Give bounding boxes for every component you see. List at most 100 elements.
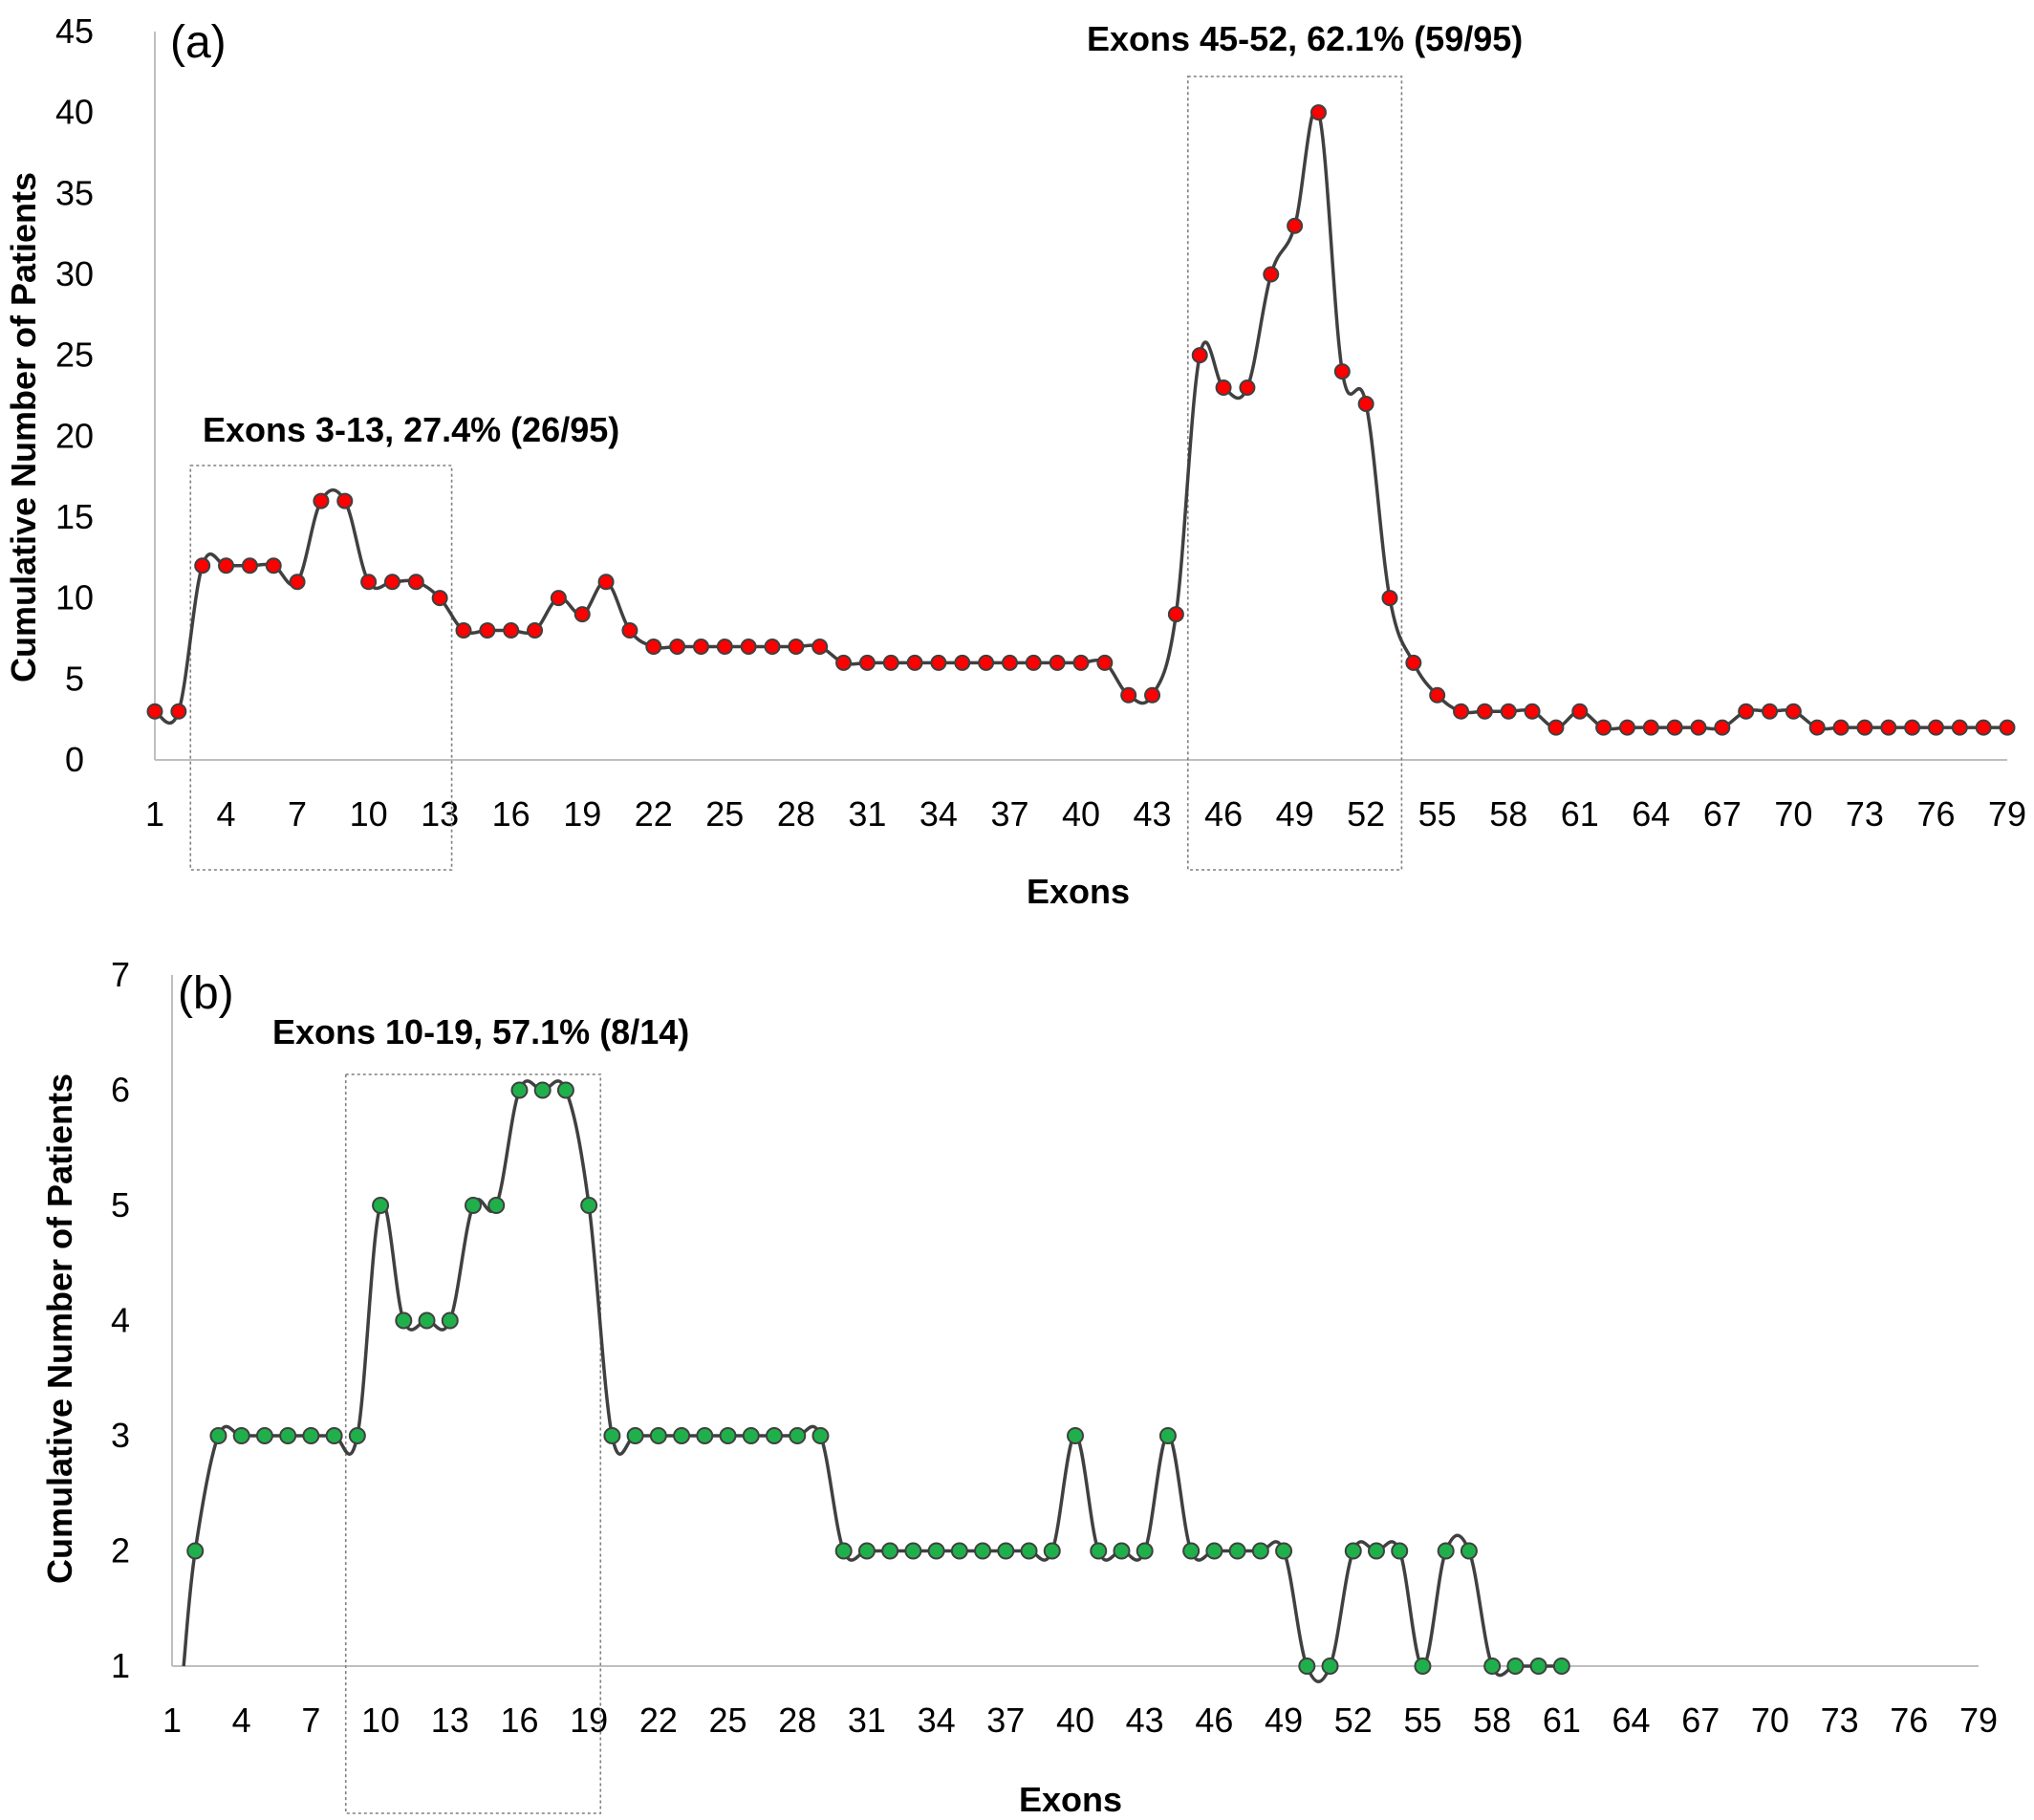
data-point (1239, 379, 1256, 397)
panel-a-annotation-exons-45-52: Exons 45-52, 62.1% (59/95) (1087, 19, 1523, 58)
x-tick-label: 34 (920, 794, 958, 834)
y-tick-label: 10 (55, 578, 94, 618)
y-tick-label: 25 (55, 336, 94, 375)
y-tick-label: 15 (55, 497, 94, 536)
data-point (1263, 266, 1280, 283)
x-tick-label: 52 (1347, 794, 1385, 834)
data-point (1191, 347, 1208, 364)
x-tick-label: 67 (1681, 1701, 1720, 1740)
data-point (1880, 719, 1897, 736)
data-point (1506, 1658, 1525, 1675)
data-point (348, 1427, 366, 1444)
x-tick-label: 49 (1276, 794, 1314, 834)
panel-a-highlight-boxes (189, 76, 1403, 871)
x-tick-label: 73 (1821, 1701, 1859, 1740)
y-tick-label: 6 (111, 1071, 130, 1110)
data-point (1483, 1658, 1502, 1675)
y-tick-label: 5 (65, 659, 84, 698)
data-point (645, 638, 662, 655)
data-point (882, 654, 899, 671)
panel-b-y-tick-labels: 1 2 3 4 5 6 7 (111, 955, 130, 1685)
data-point (1251, 1542, 1269, 1560)
data-point (1298, 1658, 1316, 1675)
highlight-box (1187, 76, 1403, 871)
data-point (788, 638, 805, 655)
data-point (1391, 1542, 1409, 1560)
data-point (1500, 703, 1517, 720)
data-point (1808, 719, 1826, 736)
x-tick-label: 28 (777, 794, 815, 834)
data-point (1595, 719, 1612, 736)
x-tick-label: 7 (301, 1701, 320, 1740)
x-tick-label: 55 (1418, 794, 1457, 834)
data-point (1714, 719, 1731, 736)
data-point (1460, 1542, 1478, 1560)
data-point (811, 1427, 830, 1444)
data-point (1321, 1658, 1339, 1675)
data-point (1529, 1658, 1547, 1675)
x-tick-label: 46 (1204, 794, 1243, 834)
x-tick-label: 28 (778, 1701, 816, 1740)
panel-b-data-points (186, 1081, 1570, 1675)
x-tick-label: 64 (1632, 794, 1670, 834)
data-point (1762, 703, 1779, 720)
data-point (556, 1081, 574, 1099)
x-tick-label: 61 (1543, 1701, 1581, 1740)
x-tick-label: 16 (492, 794, 530, 834)
data-point (232, 1427, 250, 1444)
data-point (764, 638, 781, 655)
x-tick-label: 13 (431, 1701, 469, 1740)
data-point (1144, 686, 1161, 704)
data-point (441, 1311, 459, 1330)
x-tick-label: 76 (1916, 794, 1955, 834)
data-point (1090, 1542, 1108, 1560)
x-tick-label: 16 (500, 1701, 538, 1740)
x-tick-label: 79 (1959, 1701, 1998, 1740)
data-point (407, 574, 424, 591)
x-tick-label: 22 (639, 1701, 678, 1740)
data-point (418, 1311, 436, 1330)
data-point (1618, 719, 1635, 736)
panel-b-series-line (182, 1079, 1562, 1684)
data-point (742, 1427, 760, 1444)
data-point (1738, 703, 1755, 720)
data-point (1437, 1542, 1455, 1560)
data-point (313, 492, 330, 509)
data-point (906, 654, 923, 671)
data-point (1357, 395, 1374, 412)
x-tick-label: 40 (1062, 794, 1100, 834)
x-tick-label: 4 (232, 1701, 251, 1740)
data-point (1453, 703, 1470, 720)
panel-a-chart: 0 5 10 15 20 25 30 35 40 45 1 4 7 10 13 16 19 22 25 28 31 34… (4, 11, 2026, 911)
data-point (289, 574, 306, 591)
data-point (673, 1427, 691, 1444)
data-point (1785, 703, 1802, 720)
data-point (1067, 1427, 1084, 1444)
x-tick-label: 73 (1846, 794, 1884, 834)
y-tick-label: 3 (111, 1416, 130, 1455)
data-point (927, 1542, 945, 1560)
data-point (1904, 719, 1921, 736)
highlight-box (344, 1073, 602, 1814)
x-tick-label: 22 (635, 794, 673, 834)
data-point (1215, 379, 1232, 397)
data-point (740, 638, 757, 655)
data-point (1344, 1542, 1362, 1560)
panel-b-y-axis-label: Cumulative Number of Patients (40, 1073, 79, 1584)
y-tick-label: 4 (111, 1301, 130, 1340)
data-point (766, 1427, 783, 1444)
data-point (696, 1427, 714, 1444)
data-point (954, 654, 971, 671)
data-point (669, 638, 686, 655)
data-point (1205, 1542, 1223, 1560)
y-tick-label: 0 (65, 740, 84, 779)
data-point (621, 622, 638, 639)
x-tick-label: 52 (1334, 1701, 1373, 1740)
data-point (302, 1427, 320, 1444)
data-point (834, 1542, 853, 1560)
data-point (1275, 1542, 1293, 1560)
y-tick-label: 5 (111, 1185, 130, 1224)
data-point (1025, 654, 1042, 671)
data-point (455, 622, 472, 639)
